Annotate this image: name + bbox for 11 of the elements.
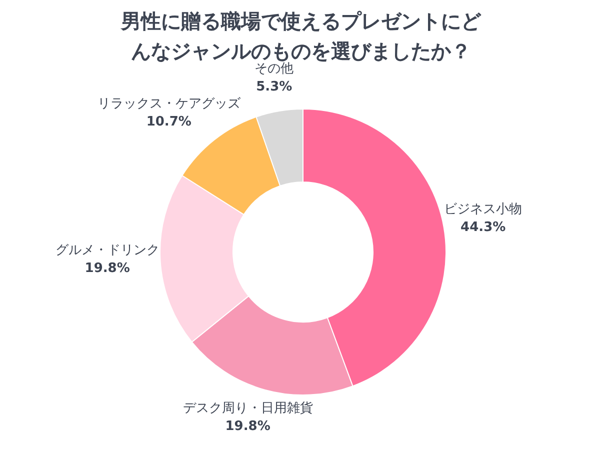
slice-label: ビジネス小物 <box>444 202 522 218</box>
slice-label: グルメ・ドリンク <box>55 243 160 258</box>
data-label: 19.8% <box>225 418 270 434</box>
data-label: 10.7% <box>146 114 192 130</box>
data-label: 19.8% <box>84 261 130 276</box>
data-label: 5.3% <box>256 79 292 94</box>
slice-label: その他 <box>254 61 294 76</box>
data-label: 44.3% <box>460 220 506 236</box>
slice-label: リラックス・ケアグッズ <box>97 96 242 112</box>
chart-title: 男性に贈る職場で使えるプレゼントにどんなジャンルのものを選びましたか？ <box>120 9 482 63</box>
slice-label: デスク周り・日用雑貨 <box>182 400 313 416</box>
